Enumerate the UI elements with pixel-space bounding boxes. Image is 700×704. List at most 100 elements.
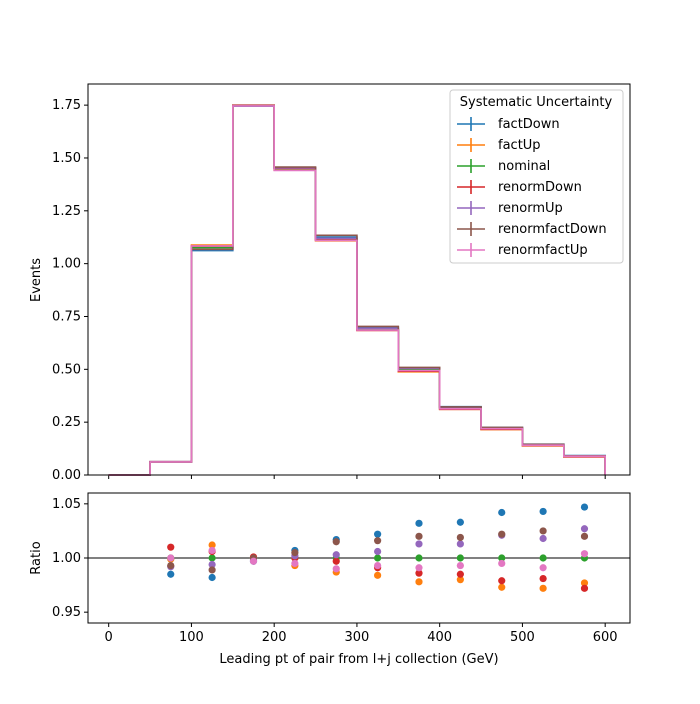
main-plot-frame (87, 83, 631, 476)
bottom-x-tick-label: 100 (179, 630, 204, 645)
ratio-point-nominal (374, 554, 382, 562)
y-axis-label-events: Events (29, 258, 44, 302)
ratio-plot-frame (87, 492, 631, 624)
ratio-point-renormfactUp (332, 565, 340, 573)
ratio-point-renormDown (332, 557, 340, 565)
ratio-point-factDown (539, 507, 547, 516)
histogram-series-group (108, 104, 606, 476)
ratio-point-renormfactDown (539, 527, 547, 535)
top-y-tick-label: 0.25 (52, 415, 81, 430)
ratio-point-renormfactDown (291, 548, 299, 557)
bottom-x-tick-label: 300 (345, 630, 370, 645)
top-y-tick-label: 1.25 (52, 204, 81, 219)
ratio-point-factUp (415, 578, 423, 586)
ratio-point-nominal (415, 554, 423, 562)
legend-label-renormfactDown: renormfactDown (498, 222, 607, 237)
ratio-point-renormfactDown (580, 532, 589, 540)
ratio-point-factDown (415, 519, 423, 527)
ratio-point-renormDown (415, 569, 423, 577)
bottom-y-tick-label: 1.05 (52, 497, 81, 512)
ratio-point-renormfactUp (208, 546, 216, 555)
ratio-point-factUp (498, 583, 506, 591)
ratio-series-renormfactUp (167, 546, 589, 573)
ratio-point-factDown (456, 518, 464, 526)
ratio-point-renormfactUp (249, 557, 258, 565)
ratio-point-factDown (374, 530, 382, 538)
legend-label-renormUp: renormUp (498, 201, 563, 216)
legend-item-nominal: nominal (457, 159, 550, 174)
legend-label-factUp: factUp (498, 138, 541, 153)
top-y-tick-label: 0.50 (52, 362, 81, 377)
legend-box (449, 89, 624, 264)
legend-item-renormfactDown: renormfactDown (457, 222, 607, 237)
legend-label-renormDown: renormDown (498, 180, 582, 195)
x-axis-label: Leading pt of pair from l+j collection (… (219, 652, 498, 667)
ratio-point-renormfactDown (415, 532, 423, 540)
ratio-point-renormDown (580, 584, 589, 592)
ratio-point-renormDown (498, 577, 506, 585)
ratio-point-renormfactUp (539, 564, 547, 572)
ratio-point-nominal (456, 554, 464, 562)
ratio-point-renormfactDown (374, 537, 382, 545)
ratio-point-renormfactUp (415, 564, 423, 572)
ratio-point-renormfactUp (498, 559, 506, 568)
ratio-point-renormUp (415, 540, 423, 548)
ratio-point-renormfactDown (332, 538, 340, 546)
ratio-point-nominal (208, 554, 216, 562)
bottom-x-tick-label: 200 (262, 630, 287, 645)
bottom-x-tick-label: 400 (427, 630, 452, 645)
top-y-tick-label: 1.75 (52, 98, 81, 113)
legend-item-factUp: factUp (457, 138, 541, 153)
legend: Systematic Uncertainty factDown factUp nom… (449, 89, 624, 264)
ratio-point-factDown (580, 503, 589, 511)
bottom-x-tick-label: 600 (593, 630, 618, 645)
ratio-point-renormDown (167, 543, 175, 551)
legend-title: Systematic Uncertainty (460, 95, 613, 110)
ratio-series-renormfactDown (167, 527, 589, 574)
ratio-point-renormUp (208, 560, 216, 569)
ratio-point-factUp (208, 541, 216, 549)
legend-item-renormDown: renormDown (457, 180, 582, 195)
legend-label-renormfactUp: renormfactUp (498, 243, 588, 258)
ratio-point-renormfactDown (167, 561, 175, 570)
ratio-panel: 0 100 200 300 400 500 600 0.95 1.00 1.05 Ratio Le… (29, 492, 631, 667)
bottom-y-tick-label: 0.95 (52, 605, 81, 620)
main-histogram-panel: 0.000.250.500.751.001.251.501.75 Events … (29, 83, 631, 483)
bottom-x-tick-label: 500 (510, 630, 535, 645)
ratio-point-renormUp (456, 540, 464, 548)
ratio-point-renormUp (332, 551, 340, 559)
ratio-point-renormfactDown (498, 530, 506, 538)
ratio-point-renormDown (539, 574, 547, 583)
ratio-point-factUp (374, 571, 382, 579)
ratio-point-renormfactDown (456, 533, 464, 542)
top-y-tick-label: 0.00 (52, 468, 81, 483)
ratio-point-factUp (539, 584, 547, 592)
ratio-point-factUp (580, 579, 589, 587)
ratio-point-renormUp (539, 534, 547, 543)
ratio-series-group (167, 503, 589, 592)
bottom-y-tick-label: 1.00 (52, 551, 81, 566)
ratio-point-renormfactUp (291, 559, 299, 568)
top-y-tick-label: 1.50 (52, 151, 81, 166)
ratio-point-factDown (167, 570, 175, 578)
legend-item-factDown: factDown (457, 117, 560, 132)
legend-label-nominal: nominal (498, 159, 550, 174)
ratio-point-renormfactUp (580, 550, 589, 558)
ratio-point-factDown (208, 573, 216, 582)
legend-label-factDown: factDown (498, 117, 560, 132)
legend-item-renormUp: renormUp (457, 201, 563, 216)
ratio-point-nominal (539, 554, 547, 562)
ratio-point-factDown (498, 508, 506, 517)
histogram-renormfactUp (108, 105, 606, 476)
top-y-tick-label: 0.75 (52, 309, 81, 324)
y-axis-label-ratio: Ratio (29, 541, 44, 574)
ratio-point-renormUp (580, 525, 589, 533)
bottom-x-tick-label: 0 (105, 630, 113, 645)
ratio-point-factUp (456, 576, 464, 584)
legend-item-renormfactUp: renormfactUp (457, 243, 588, 258)
ratio-point-renormfactUp (456, 561, 464, 570)
ratio-point-nominal (498, 554, 506, 562)
ratio-point-renormUp (374, 547, 382, 556)
ratio-point-renormfactDown (208, 566, 216, 574)
